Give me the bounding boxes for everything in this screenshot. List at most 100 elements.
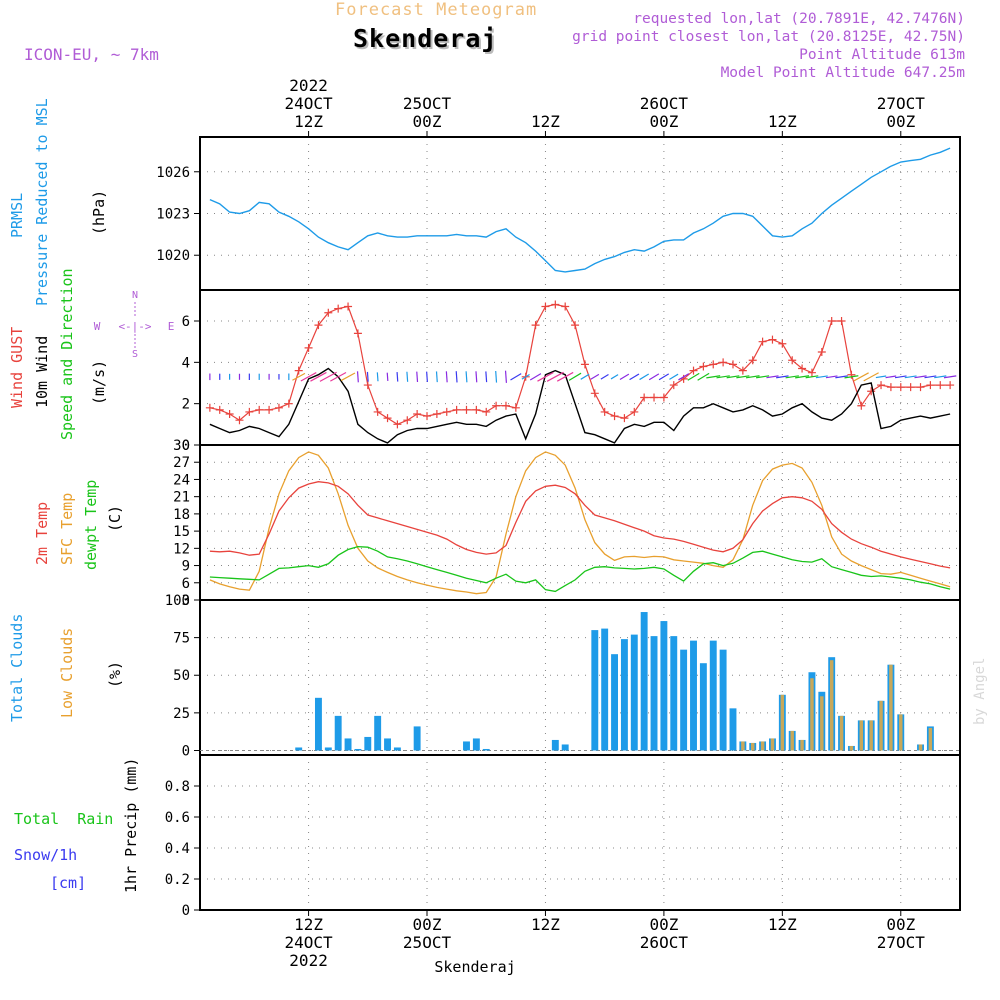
gust-point: [245, 407, 254, 416]
gust-point: [255, 405, 264, 414]
wind-direction-arrow: [366, 371, 369, 382]
pressure-line: [209, 147, 951, 273]
low-cloud-bar: [839, 715, 844, 751]
pressure-label-full: Pressure Reduced to MSL: [33, 98, 51, 306]
time-label: 24OCT: [284, 933, 333, 952]
temperature-ytick-label: 9: [182, 559, 190, 575]
total-cloud-bar: [482, 748, 490, 751]
wind-direction-arrow: [600, 373, 609, 380]
gust-point: [452, 405, 461, 414]
gust-point: [719, 358, 728, 367]
compass-e: E: [168, 320, 175, 333]
time-label: 00Z: [886, 112, 915, 131]
wind-direction-arrow: [687, 372, 700, 381]
gust-point: [462, 405, 471, 414]
wind-dir-label: Speed and Direction: [58, 268, 76, 440]
total-cloud-bar: [295, 747, 303, 751]
temperature-ytick-label: 12: [173, 541, 190, 557]
snow-unit: [cm]: [50, 874, 86, 892]
gust-point: [501, 401, 510, 410]
t2m-label: 2m Temp: [33, 502, 51, 565]
gust-point: [274, 403, 283, 412]
dewpt-line: [209, 545, 951, 593]
gust-point: [758, 337, 767, 346]
gust-point: [877, 381, 886, 390]
time-label: 24OCT: [284, 94, 333, 113]
total-cloud-bar: [620, 639, 628, 751]
wind-direction-arrow: [863, 372, 879, 382]
clouds-ytick-label: 50: [173, 668, 190, 684]
t2m-line: [209, 481, 951, 569]
gust-point: [926, 381, 935, 390]
wind-direction-arrow: [825, 375, 838, 379]
gust-point: [353, 329, 362, 338]
total-cloud-bar: [591, 630, 599, 751]
gust-point: [669, 381, 678, 390]
wind-ytick-label: 0: [182, 438, 190, 454]
temperature-ytick-label: 3: [182, 593, 190, 609]
total-cloud-bar: [561, 744, 569, 751]
wind-direction-arrow: [785, 375, 799, 379]
wind-direction-arrow: [495, 370, 498, 383]
gust-point: [788, 356, 797, 365]
wind-unit: (m/s): [90, 360, 108, 405]
gust-point: [946, 381, 955, 390]
total-cloud-bar: [472, 738, 480, 751]
low-cloud-bar: [770, 738, 775, 751]
gust-point: [492, 401, 501, 410]
temperature-ytick-label: 18: [173, 507, 190, 523]
gust-point: [837, 317, 846, 325]
gust-point: [215, 405, 224, 414]
wind-direction-arrow: [658, 373, 670, 381]
wind-direction-arrow: [745, 375, 760, 379]
gust-point: [314, 321, 323, 330]
low-cloud-bar: [829, 660, 834, 751]
temperature-ytick-label: 27: [173, 455, 190, 471]
total-cloud-bar: [393, 747, 401, 751]
gust-point: [896, 383, 905, 392]
gust-point: [610, 412, 619, 421]
gust-point: [344, 302, 353, 311]
footer-location: Skenderaj: [434, 958, 515, 976]
wind-direction-arrow: [766, 375, 779, 379]
clouds-ytick-label: 100: [165, 593, 190, 609]
temperature-ytick-label: 24: [173, 472, 190, 488]
pressure-label-prmsl: PRMSL: [8, 193, 26, 238]
grid-point-coords: grid point closest lon,lat (20.8125E, 42…: [572, 29, 965, 45]
wind-direction-arrow: [406, 371, 409, 382]
low-cloud-bar: [820, 696, 824, 751]
time-label: 00Z: [413, 112, 442, 131]
gust-line: [209, 303, 951, 425]
pressure-ytick-label: 1020: [156, 248, 190, 264]
low-cloud-bar: [899, 714, 903, 751]
total-cloud-bar: [413, 726, 421, 751]
low-cloud-bar: [741, 741, 745, 751]
wind-direction-arrow: [340, 372, 356, 382]
gust-point: [235, 416, 244, 425]
low-clouds-label: Low Clouds: [58, 628, 76, 718]
wind-direction-arrow: [568, 372, 582, 381]
compass-arrows: <-|->: [118, 320, 151, 333]
gust-point: [620, 414, 629, 423]
time-label: 00Z: [413, 915, 442, 934]
low-cloud-bar: [810, 678, 814, 751]
panels: 1020102310260246369121518212427300255075…: [156, 136, 961, 919]
total-cloud-bar: [611, 654, 618, 751]
time-label: 2022: [289, 951, 328, 970]
gust-point: [640, 393, 649, 402]
wind-direction-arrow: [485, 371, 488, 383]
pressure-frame: [199, 136, 961, 291]
gust-point: [393, 420, 402, 429]
location-title: Skenderaj: [353, 24, 497, 53]
wind-direction-arrow: [556, 371, 574, 382]
wind-direction-arrow: [756, 375, 770, 379]
wind-direction-arrow: [435, 371, 438, 383]
total-cloud-bar: [354, 748, 362, 751]
wind-direction-arrow: [885, 375, 897, 379]
wind-frame: [199, 289, 961, 446]
temperature-ytick-label: 30: [173, 438, 190, 454]
time-label: 27OCT: [877, 94, 926, 113]
total-cloud-bar: [374, 715, 382, 751]
